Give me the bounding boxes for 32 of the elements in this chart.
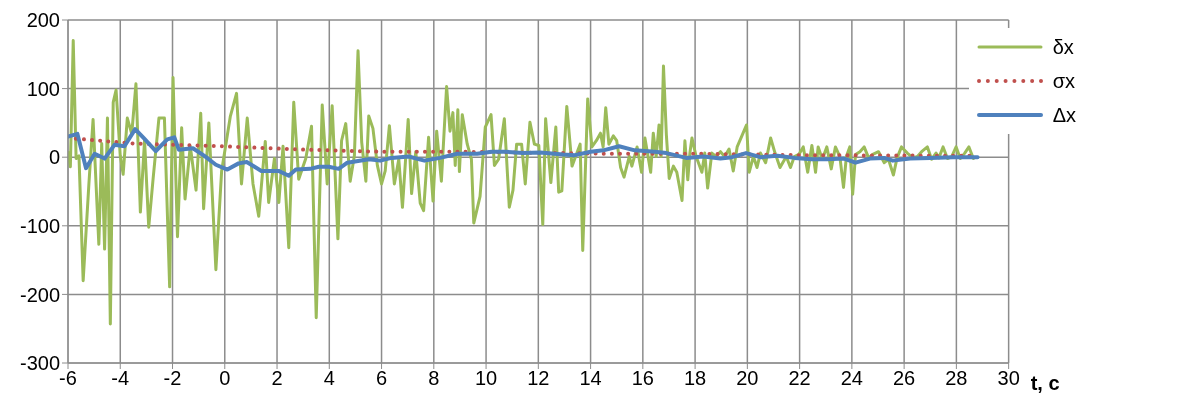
x-tick-label: 16 — [631, 367, 654, 390]
x-tick-label: 12 — [527, 367, 550, 390]
y-tick-label: -100 — [19, 214, 60, 237]
line-series — [68, 39, 975, 326]
legend-label: δx — [1052, 35, 1074, 59]
y-tick-label: 0 — [48, 146, 60, 169]
x-tick-label: 4 — [323, 367, 335, 390]
x-tick-label: 28 — [945, 367, 968, 390]
legend-label: σx — [1052, 69, 1075, 93]
x-tick-label: 2 — [271, 367, 283, 390]
x-tick-label: 20 — [736, 367, 759, 390]
x-tick-label: 8 — [428, 367, 440, 390]
legend-label: Δx — [1052, 103, 1076, 127]
x-tick-label: 30 — [997, 367, 1020, 390]
y-tick-label: -300 — [19, 352, 60, 375]
x-tick-label: -4 — [111, 367, 130, 390]
y-tick-label: -200 — [19, 283, 60, 306]
y-tick-label: 200 — [26, 9, 60, 32]
x-tick-label: 0 — [219, 367, 231, 390]
x-tick-label: -2 — [163, 367, 182, 390]
line-series — [68, 127, 980, 178]
x-tick-label: 6 — [375, 367, 388, 390]
x-tick-label: 18 — [683, 367, 707, 390]
x-tick-label: 14 — [579, 367, 602, 390]
x-axis-title: t, c — [1030, 372, 1060, 395]
x-tick-label: -6 — [59, 367, 77, 390]
x-tick-label: 26 — [893, 367, 916, 390]
x-tick-label: 10 — [474, 367, 498, 390]
x-tick-label: 22 — [788, 367, 811, 390]
y-tick-label: 100 — [26, 77, 60, 100]
x-tick-label: 24 — [840, 367, 863, 390]
line-series — [73, 136, 972, 158]
